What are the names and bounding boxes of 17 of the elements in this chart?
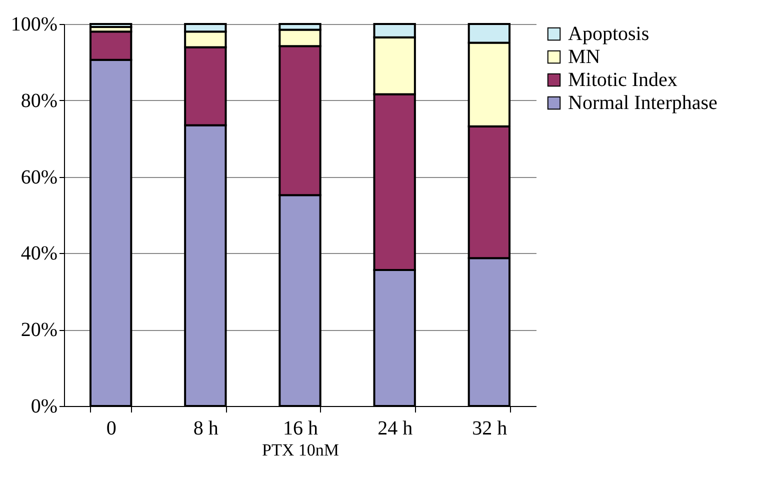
y-tick-label: 60% [20,166,58,188]
y-tick-label: 40% [20,242,58,265]
x-tick-label: 16 h [283,418,318,440]
legend-label: Mitotic Index [568,69,678,91]
x-axis-title: PTX 10nM [262,440,339,460]
x-tick-label: 24 h [378,418,413,440]
bar [89,23,132,28]
y-tick-label: 80% [20,90,58,112]
x-tick-label: 0 [106,418,116,440]
x-tick-label: 32 h [472,418,508,440]
x-tick-label: 8 h [193,418,218,440]
legend-label: MN [568,46,600,68]
y-tick-label: 100% [10,14,58,36]
y-tick-label: 20% [20,319,58,342]
legend-label: Apoptosis [568,23,650,45]
legend-label: Normal Interphase [568,92,718,114]
y-tick-label: 0% [30,396,58,418]
